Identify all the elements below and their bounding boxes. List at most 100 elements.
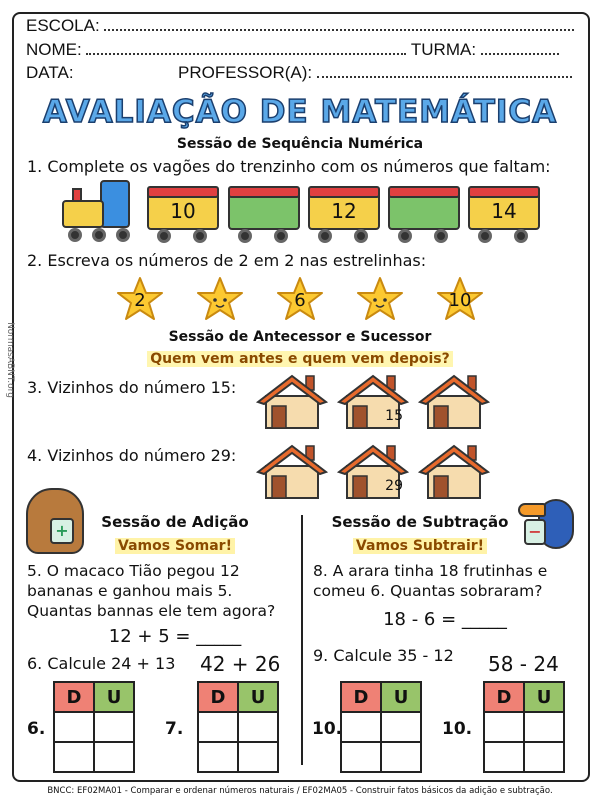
train-wagon[interactable]: 12 <box>308 186 380 230</box>
answer-label-10: 10. <box>442 719 473 739</box>
house-number: 15 <box>385 408 403 424</box>
train-wagon[interactable] <box>388 186 460 230</box>
question-2: 2. Escreva os números de 2 em 2 nas estr… <box>27 251 427 270</box>
house-answer[interactable] <box>255 442 329 500</box>
class-label: TURMA: <box>410 40 477 59</box>
tens-header: D <box>53 681 95 713</box>
question-3: 3. Vizinhos do número 15: <box>27 378 237 397</box>
section-title-subtraction: Sessão de Subtração <box>331 513 509 531</box>
house-icon <box>255 444 329 499</box>
units-header: U <box>523 681 565 713</box>
star-number: 10 <box>448 290 472 311</box>
train-wagon[interactable]: 14 <box>468 186 540 230</box>
question-10-expression: 58 - 24 <box>488 652 559 676</box>
star-icon <box>357 277 403 320</box>
answer-cell[interactable] <box>237 711 279 743</box>
worksheet-border <box>12 12 590 782</box>
house-answer[interactable] <box>417 442 491 500</box>
school-label: ESCOLA: <box>26 16 100 35</box>
train-wagon[interactable] <box>228 186 300 230</box>
star-number: 6 <box>294 290 306 311</box>
tens-header: D <box>340 681 382 713</box>
answer-cell[interactable] <box>523 741 565 773</box>
capybara-icon: + <box>26 488 84 554</box>
question-5: 5. O macaco Tião pegou 12 bananas e ganho… <box>27 562 276 620</box>
star-answer[interactable]: 6 <box>277 276 323 322</box>
answer-cell[interactable] <box>340 741 382 773</box>
name-label: NOME: <box>26 40 82 59</box>
answer-cell[interactable] <box>53 741 95 773</box>
date-field[interactable]: DATA: <box>26 63 74 83</box>
section-title-neighbors: Sessão de Antecessor e Sucessor <box>168 329 432 345</box>
house-icon <box>255 374 329 429</box>
house-answer[interactable] <box>255 372 329 430</box>
star-answer[interactable]: 10 <box>437 276 483 322</box>
house-answer[interactable]: 15 <box>336 372 410 430</box>
answer-label-9: 10. <box>312 719 343 739</box>
house-answer[interactable] <box>417 372 491 430</box>
section-subtitle-subtraction: Vamos Subtrair! <box>352 538 488 554</box>
wagon-number: 10 <box>170 199 196 223</box>
answer-cell[interactable] <box>93 711 135 743</box>
footer-bncc: BNCC: EF02MA01 - Comparar e ordenar núme… <box>47 786 553 796</box>
question-9: 9. Calcule 35 - 12 <box>313 646 454 665</box>
star-icon <box>437 277 483 320</box>
train-locomotive-icon <box>60 180 140 242</box>
house-icon <box>417 444 491 499</box>
page-title: AVALIAÇÃO DE MATEMÁTICA <box>42 93 558 131</box>
question-4: 4. Vizinhos do número 29: <box>27 446 237 465</box>
house-icon <box>336 374 410 429</box>
teacher-field[interactable]: PROFESSOR(A): <box>178 63 572 83</box>
star-icon <box>197 277 243 320</box>
answer-cell[interactable] <box>340 711 382 743</box>
question-1: 1. Complete os vagões do trenzinho com o… <box>27 157 551 176</box>
star-answer[interactable] <box>357 276 403 322</box>
wagon-number: 14 <box>491 199 517 223</box>
star-icon <box>277 277 323 320</box>
answer-label-7: 7. <box>165 719 184 739</box>
answer-cell[interactable] <box>237 741 279 773</box>
answer-cell[interactable] <box>483 711 525 743</box>
section-subtitle-neighbors: Quem vem antes e quem vem depois? <box>147 351 453 367</box>
house-answer[interactable]: 29 <box>336 442 410 500</box>
house-icon <box>336 444 410 499</box>
star-number: 2 <box>134 290 146 311</box>
tens-header: D <box>483 681 525 713</box>
answer-cell[interactable] <box>523 711 565 743</box>
section-title-addition: Sessão de Adição <box>101 513 249 531</box>
answer-cell[interactable] <box>380 741 422 773</box>
star-icon <box>117 277 163 320</box>
star-answer[interactable] <box>197 276 243 322</box>
question-5-expression: 12 + 5 = _____ <box>108 626 242 647</box>
question-8-expression: 18 - 6 = _____ <box>383 609 507 630</box>
question-6: 6. Calcule 24 + 13 <box>27 654 176 673</box>
school-field[interactable]: ESCOLA: <box>26 16 575 36</box>
section-title-sequence: Sessão de Sequência Numérica <box>176 136 424 152</box>
question-7-expression: 42 + 26 <box>200 652 281 676</box>
tens-header: D <box>197 681 239 713</box>
date-label: DATA: <box>26 63 74 82</box>
house-number: 29 <box>385 478 403 494</box>
name-field[interactable]: NOME: TURMA: <box>26 40 559 60</box>
answer-cell[interactable] <box>197 711 239 743</box>
units-header: U <box>380 681 422 713</box>
answer-cell[interactable] <box>197 741 239 773</box>
section-subtitle-addition: Vamos Somar! <box>115 538 235 554</box>
train-wagon[interactable]: 10 <box>147 186 219 230</box>
star-answer[interactable]: 2 <box>117 276 163 322</box>
answer-cell[interactable] <box>93 741 135 773</box>
teacher-label: PROFESSOR(A): <box>178 63 313 82</box>
toucan-icon: − <box>518 495 584 553</box>
answer-cell[interactable] <box>483 741 525 773</box>
wagon-number: 12 <box>331 199 357 223</box>
question-8: 8. A arara tinha 18 frutinhas e comeu 6. … <box>313 562 548 600</box>
divider <box>301 515 303 765</box>
units-header: U <box>237 681 279 713</box>
house-icon <box>417 374 491 429</box>
answer-cell[interactable] <box>380 711 422 743</box>
answer-cell[interactable] <box>53 711 95 743</box>
